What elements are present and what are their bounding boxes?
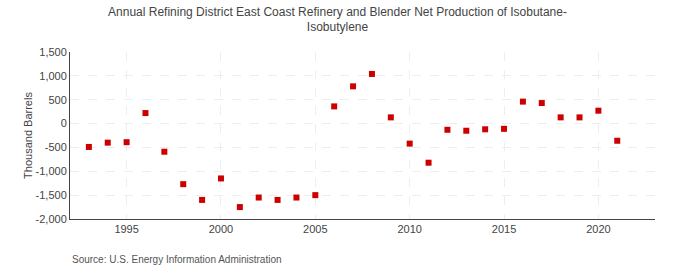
svg-text:2015: 2015 [492, 223, 516, 235]
svg-text:1,000: 1,000 [39, 70, 67, 82]
svg-text:Annual Refining District East: Annual Refining District East Coast Refi… [108, 5, 567, 35]
svg-text:Source: U.S. Energy Informatio: Source: U.S. Energy Information Administ… [72, 254, 282, 265]
svg-text:-500: -500 [45, 141, 67, 153]
svg-text:1,500: 1,500 [39, 46, 67, 58]
svg-text:1995: 1995 [114, 223, 138, 235]
svg-text:2000: 2000 [209, 223, 233, 235]
svg-text:2005: 2005 [303, 223, 327, 235]
svg-text:-1,500: -1,500 [36, 189, 67, 201]
svg-text:-1,000: -1,000 [36, 165, 67, 177]
svg-text:2010: 2010 [397, 223, 421, 235]
svg-text:0: 0 [61, 117, 67, 129]
svg-text:500: 500 [48, 94, 66, 106]
svg-text:Thousand Barrels: Thousand Barrels [22, 92, 34, 179]
svg-text:-2,000: -2,000 [36, 213, 67, 225]
svg-text:2020: 2020 [586, 223, 610, 235]
